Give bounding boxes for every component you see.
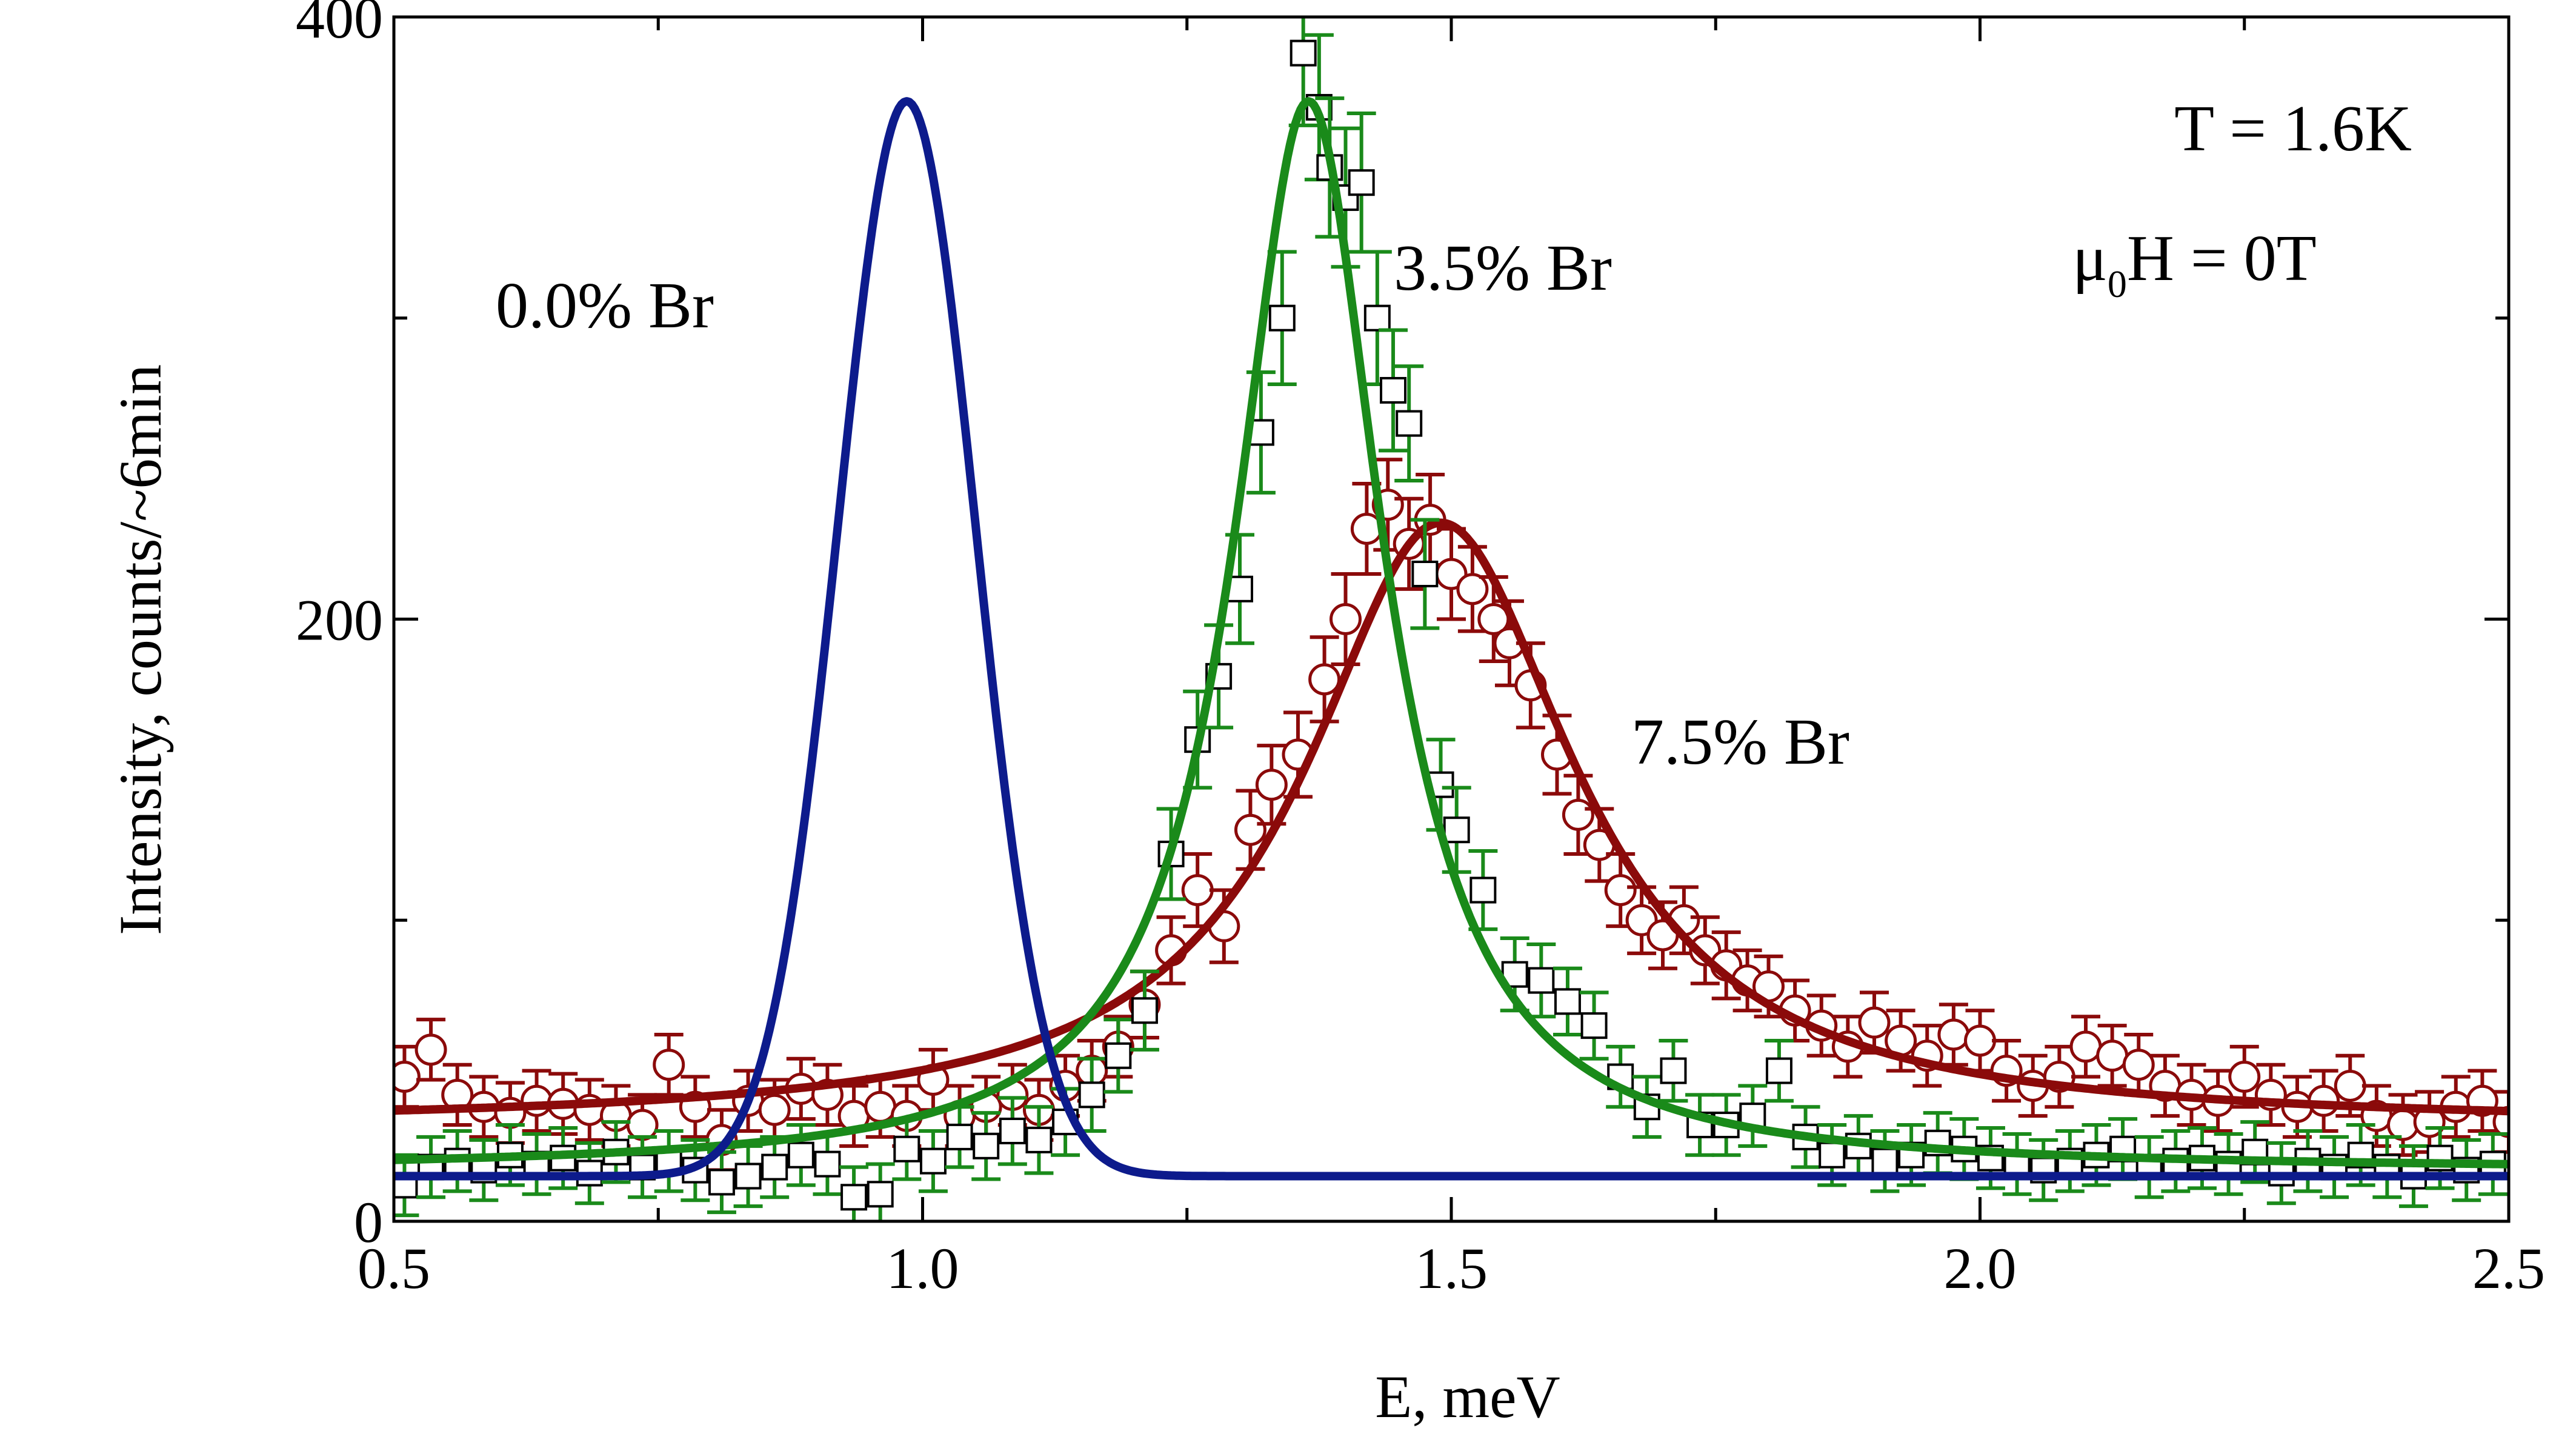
data-point bbox=[867, 1181, 894, 1208]
x-tick-label: 1.0 bbox=[887, 1236, 959, 1301]
data-point bbox=[1660, 1057, 1687, 1084]
data-point bbox=[1819, 1141, 1846, 1169]
data-point bbox=[1234, 813, 1266, 846]
data-point bbox=[1562, 798, 1594, 831]
data-point bbox=[1308, 663, 1341, 696]
label-0-0-br: 0.0% Br bbox=[496, 270, 714, 342]
data-point bbox=[1380, 376, 1407, 404]
data-point bbox=[2122, 1049, 2155, 1081]
x-tick-label: 1.5 bbox=[1415, 1236, 1488, 1301]
data-point bbox=[973, 1132, 1000, 1159]
data-point bbox=[626, 1109, 659, 1141]
data-point bbox=[1105, 1042, 1132, 1069]
field-rest: H = 0T bbox=[2127, 222, 2317, 295]
temperature-annotation: T = 1.6K bbox=[2174, 93, 2412, 165]
data-point bbox=[1025, 1126, 1053, 1153]
data-point bbox=[864, 1090, 897, 1123]
data-point bbox=[1964, 1024, 1996, 1057]
data-point bbox=[2228, 1061, 2261, 1093]
data-point bbox=[1363, 304, 1391, 332]
data-point bbox=[2069, 1030, 2102, 1063]
field-annotation: μ0H = 0T bbox=[2072, 222, 2317, 305]
x-axis-label: E, meV bbox=[1375, 1363, 1560, 1430]
label-7-5-br: 7.5% Br bbox=[1631, 706, 1849, 778]
data-point bbox=[919, 1147, 947, 1175]
series-3-5-br bbox=[394, 17, 2509, 1221]
data-point bbox=[2334, 1069, 2366, 1102]
data-point bbox=[1131, 997, 1158, 1024]
data-point bbox=[521, 1084, 553, 1117]
data-point bbox=[2096, 1039, 2129, 1072]
data-point bbox=[1330, 603, 1362, 635]
data-point bbox=[999, 1117, 1026, 1144]
data-point bbox=[1871, 1147, 1899, 1175]
data-point bbox=[1290, 39, 1317, 67]
data-point bbox=[734, 1162, 762, 1190]
data-point bbox=[814, 1150, 841, 1178]
series-0-0-br bbox=[394, 97, 2509, 1181]
x-tick-label: 2.0 bbox=[1944, 1236, 2017, 1301]
fit-curve bbox=[394, 518, 2509, 1116]
axes: 0.5 1.0 1.5 2.0 2.5 0 200 400 bbox=[296, 0, 2545, 1301]
data-point bbox=[761, 1153, 788, 1181]
fit-curve bbox=[394, 97, 2509, 1169]
data-point bbox=[946, 1123, 973, 1150]
data-point bbox=[1078, 1081, 1105, 1109]
y-tick-label: 400 bbox=[296, 0, 383, 50]
y-tick-label: 200 bbox=[296, 588, 383, 653]
data-point bbox=[1580, 1012, 1608, 1039]
y-axis-label: Intensity, counts/~6min bbox=[107, 364, 174, 935]
data-point bbox=[653, 1049, 685, 1081]
data-point bbox=[1528, 967, 1555, 994]
data-point bbox=[1765, 1057, 1792, 1084]
data-point bbox=[1937, 1018, 1970, 1051]
y-tick-label: 0 bbox=[354, 1190, 383, 1255]
x-tick-label: 0.5 bbox=[358, 1236, 430, 1301]
data-point bbox=[758, 1093, 791, 1126]
data-point bbox=[893, 1135, 920, 1162]
data-point bbox=[1443, 816, 1470, 844]
data-point bbox=[787, 1141, 814, 1169]
data-point bbox=[1396, 410, 1423, 437]
data-point bbox=[1268, 304, 1296, 332]
data-point bbox=[414, 1033, 447, 1066]
data-point bbox=[1255, 769, 1288, 801]
data-point bbox=[1226, 575, 1253, 602]
data-point bbox=[2387, 1109, 2419, 1141]
data-point bbox=[708, 1169, 735, 1196]
field-subscript: 0 bbox=[2108, 262, 2127, 305]
data-point bbox=[840, 1184, 868, 1211]
label-3-5-br: 3.5% Br bbox=[1394, 232, 1612, 304]
data-point bbox=[1181, 874, 1214, 907]
x-tick-label: 2.5 bbox=[2472, 1236, 2545, 1301]
data-point bbox=[1411, 560, 1439, 587]
plot-area bbox=[394, 17, 2509, 1221]
fit-curve bbox=[394, 97, 2509, 1181]
field-mu: μ bbox=[2072, 222, 2108, 295]
data-point bbox=[1604, 874, 1637, 907]
data-point bbox=[1858, 1006, 1891, 1039]
data-point bbox=[394, 1061, 421, 1093]
data-point bbox=[1554, 988, 1581, 1015]
data-point bbox=[1469, 876, 1497, 904]
data-point bbox=[1456, 573, 1489, 605]
data-point bbox=[1348, 169, 1375, 196]
